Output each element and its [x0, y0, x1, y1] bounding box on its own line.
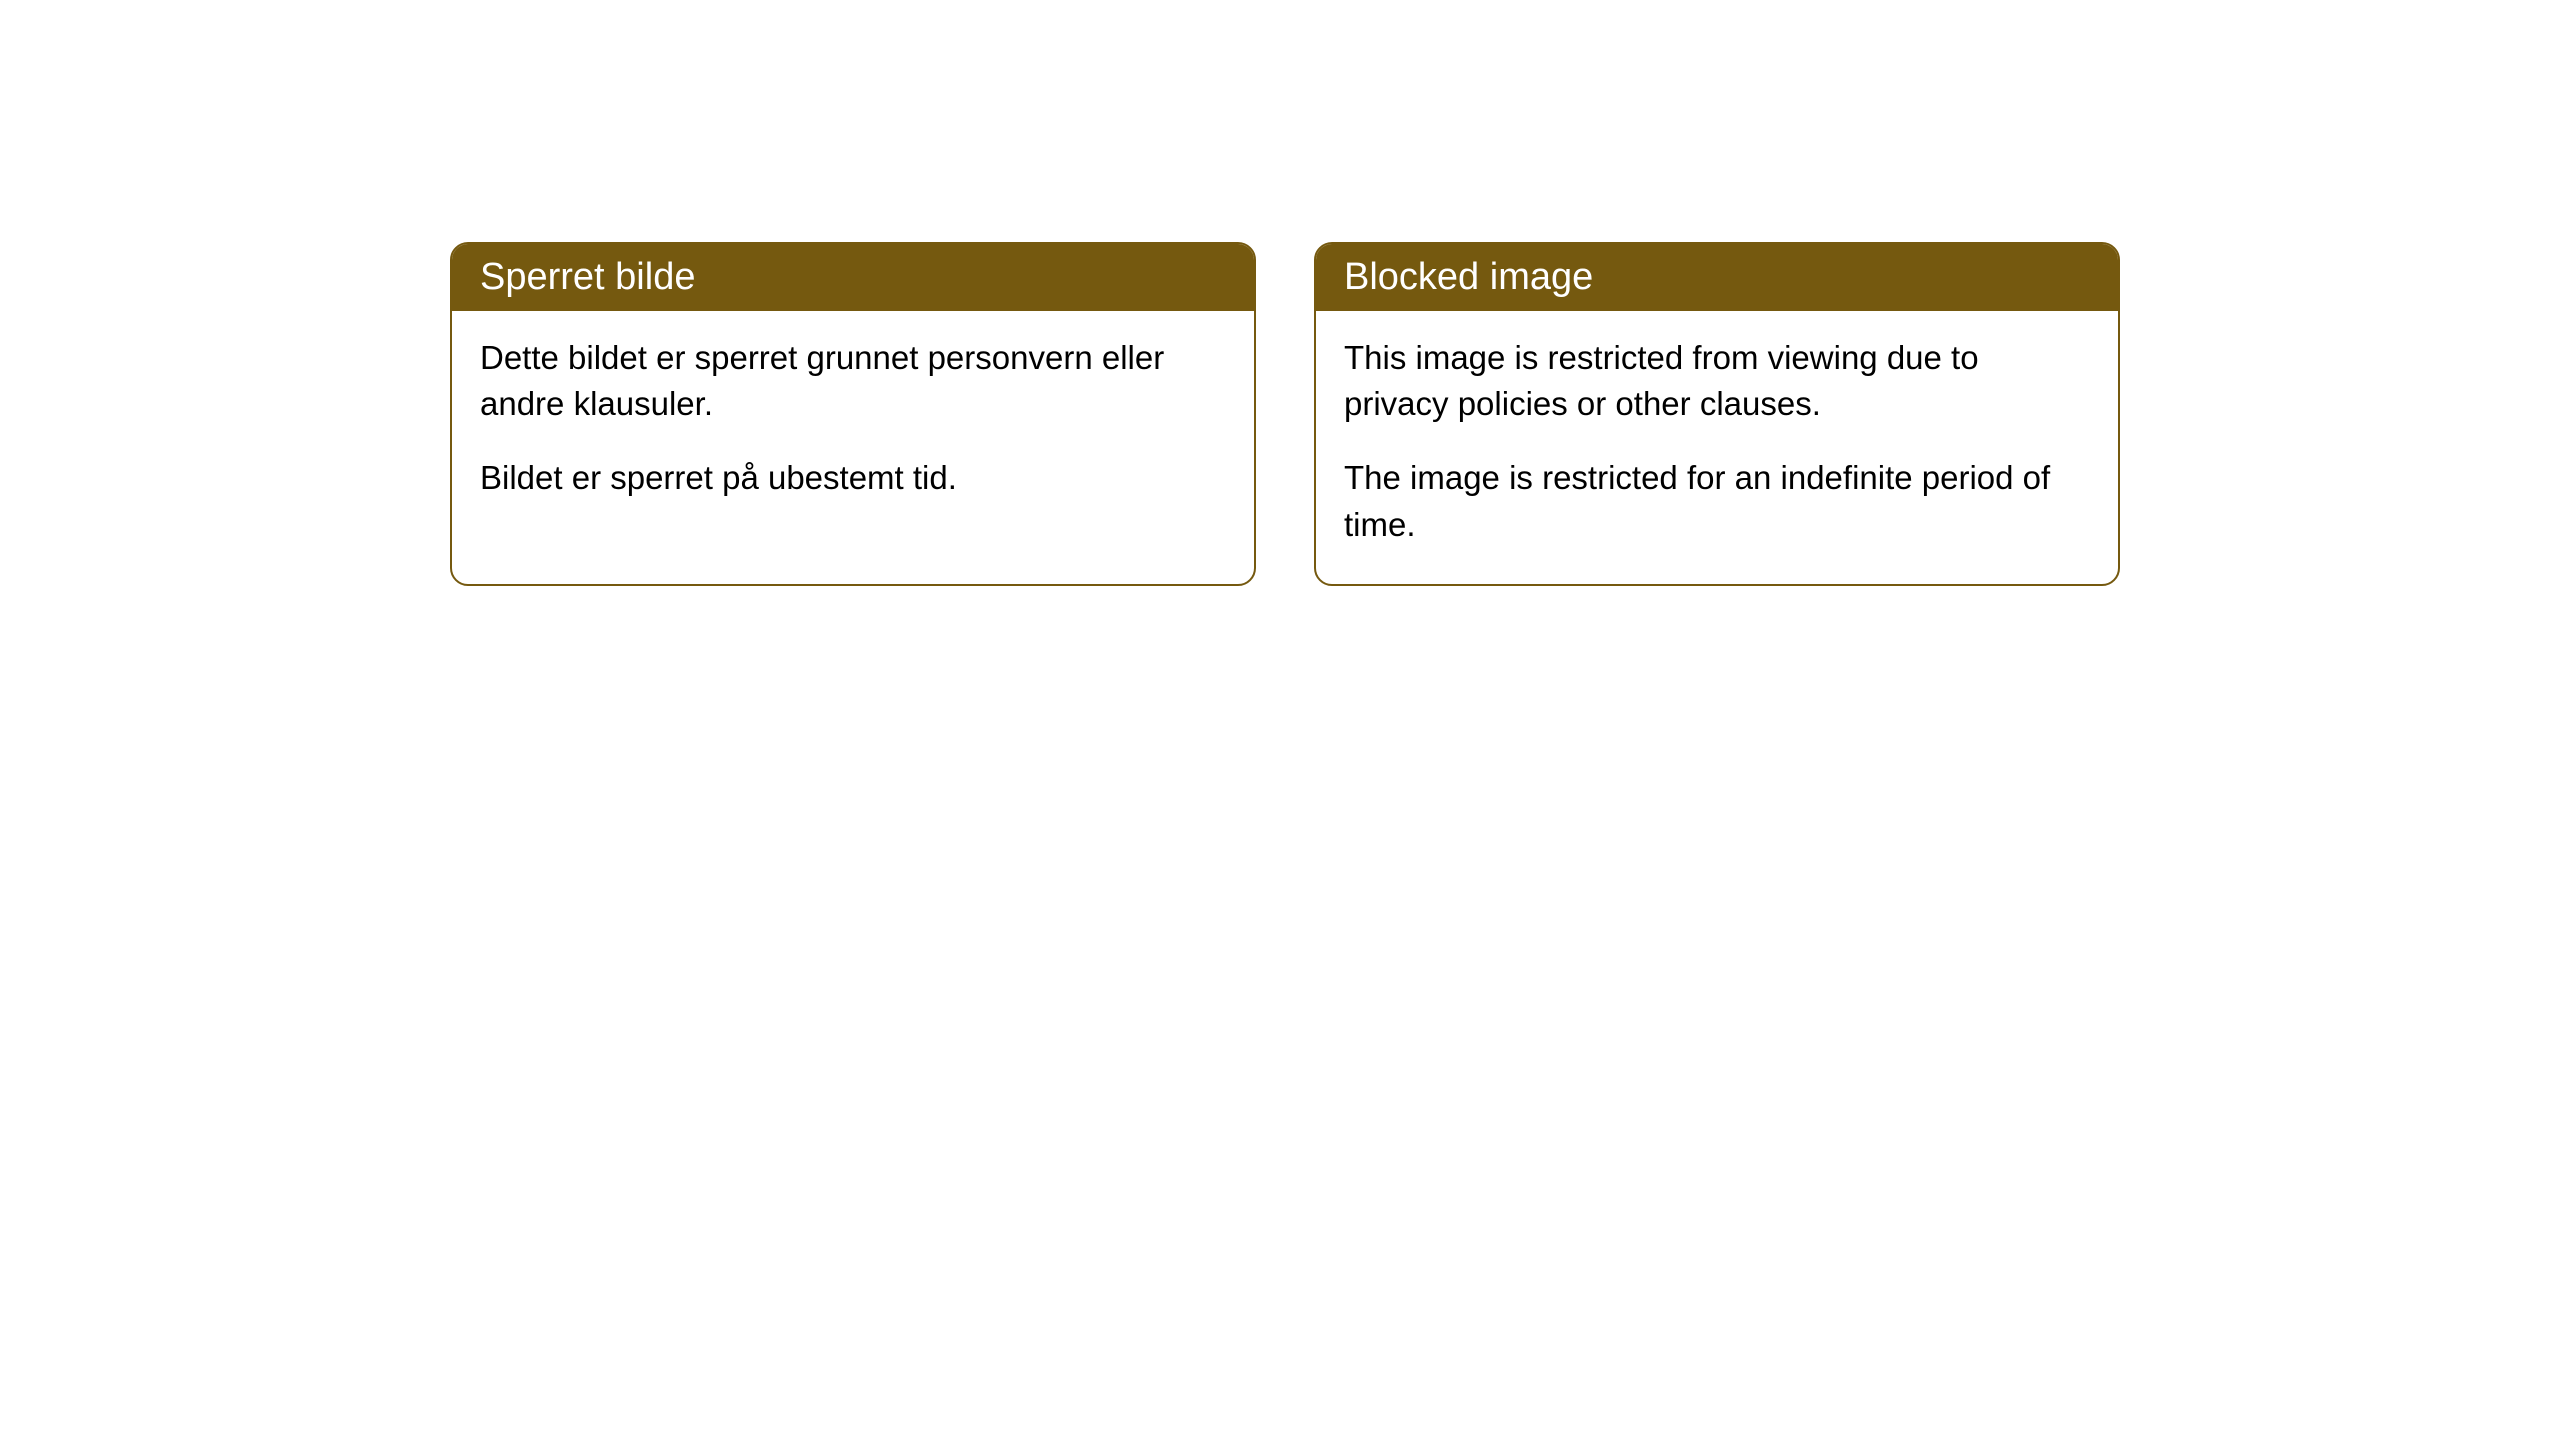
- card-body: This image is restricted from viewing du…: [1316, 311, 2118, 584]
- card-title: Sperret bilde: [480, 256, 695, 298]
- blocked-image-card-norwegian: Sperret bilde Dette bildet er sperret gr…: [450, 242, 1256, 586]
- card-paragraph-2: The image is restricted for an indefinit…: [1344, 455, 2090, 547]
- card-paragraph-1: This image is restricted from viewing du…: [1344, 335, 2090, 427]
- blocked-image-card-english: Blocked image This image is restricted f…: [1314, 242, 2120, 586]
- cards-container: Sperret bilde Dette bildet er sperret gr…: [450, 242, 2560, 586]
- card-title: Blocked image: [1344, 256, 1593, 298]
- card-paragraph-1: Dette bildet er sperret grunnet personve…: [480, 335, 1226, 427]
- card-header: Sperret bilde: [452, 244, 1254, 311]
- card-paragraph-2: Bildet er sperret på ubestemt tid.: [480, 455, 1226, 501]
- card-body: Dette bildet er sperret grunnet personve…: [452, 311, 1254, 538]
- card-header: Blocked image: [1316, 244, 2118, 311]
